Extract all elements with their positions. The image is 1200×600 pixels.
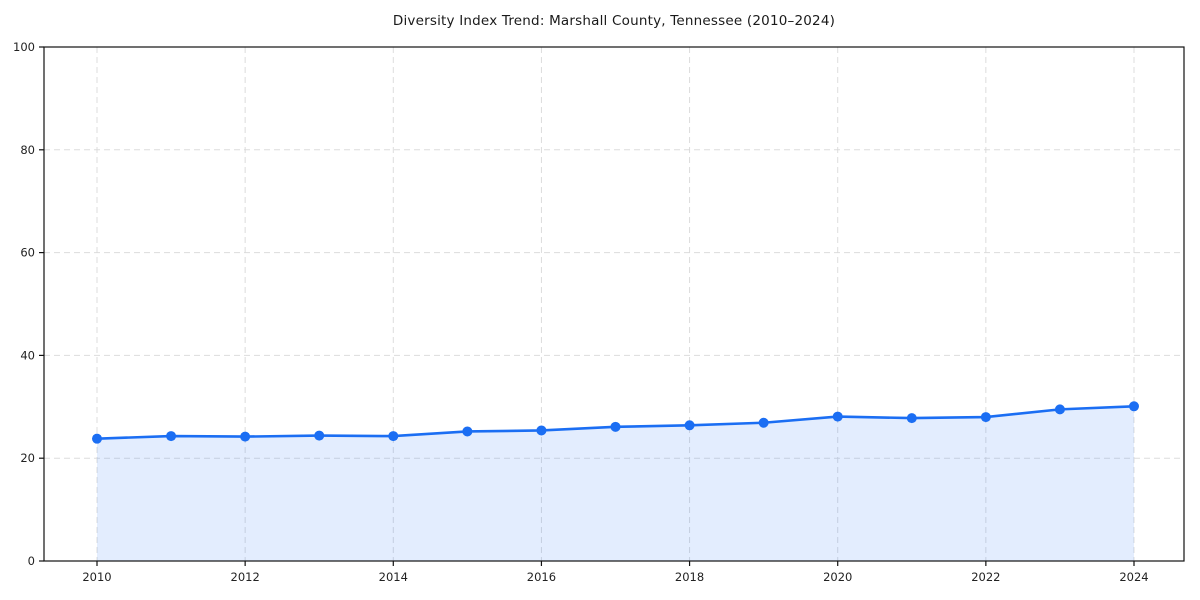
data-point-2022	[980, 412, 991, 423]
data-point-2011	[166, 431, 177, 442]
plot-border	[43, 46, 1185, 562]
data-point-2016	[536, 425, 547, 436]
data-point-2015	[462, 426, 473, 437]
data-point-2010	[92, 433, 102, 444]
data-point-2020	[832, 411, 843, 422]
x-axis-tick-label-2014: 2014	[379, 570, 408, 584]
chart-title: Diversity Index Trend: Marshall County, …	[392, 13, 836, 29]
y-axis-tick-label-80: 80	[20, 143, 35, 157]
x-axis-tick-label-2020: 2020	[823, 570, 852, 584]
data-point-2021	[906, 413, 917, 424]
data-point-2019	[758, 417, 769, 428]
data-point-2012	[240, 431, 251, 442]
data-point-2014	[388, 431, 399, 442]
x-axis-tick-label-2012: 2012	[231, 570, 260, 584]
data-point-2017	[610, 421, 621, 432]
data-point-2013	[314, 430, 325, 441]
y-axis-tick-label-100: 100	[13, 40, 35, 54]
x-axis-tick-label-2016: 2016	[527, 570, 556, 584]
y-axis-tick-label-0: 0	[28, 554, 35, 568]
y-axis-tick-label-20: 20	[20, 451, 35, 465]
y-axis-tick-label-40: 40	[20, 348, 35, 362]
y-axis-tick-label-60: 60	[20, 246, 35, 260]
area-fill	[97, 406, 1134, 561]
x-axis-tick-label-2024: 2024	[1119, 570, 1148, 584]
data-point-2018	[684, 420, 695, 431]
data-point-2023	[1054, 404, 1065, 415]
x-axis-tick-label-2018: 2018	[675, 570, 704, 584]
data-point-2024	[1129, 401, 1139, 412]
x-axis-tick-label-2022: 2022	[971, 570, 1000, 584]
x-axis-tick-label-2010: 2010	[82, 570, 111, 584]
